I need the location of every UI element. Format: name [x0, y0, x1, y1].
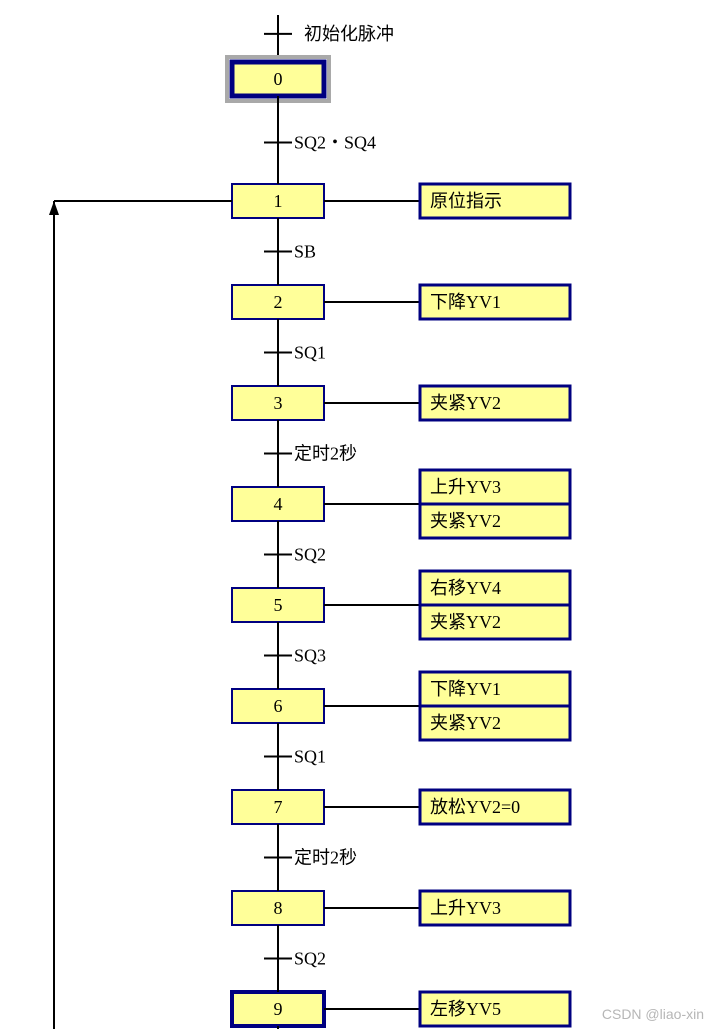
step-label: 8	[274, 898, 283, 918]
action-label: 夹紧YV2	[430, 713, 501, 733]
action-label: 放松YV2=0	[430, 797, 520, 817]
transition-label: SQ2	[294, 949, 326, 969]
transition-label: SQ1	[294, 747, 326, 767]
step-label: 1	[274, 191, 283, 211]
action-label: 下降YV1	[430, 292, 501, 312]
action-label: 右移YV4	[430, 578, 501, 598]
transition-label: SQ2・SQ4	[294, 133, 376, 153]
step-label: 3	[274, 393, 283, 413]
step-label: 4	[274, 494, 283, 514]
init-label: 初始化脉冲	[304, 24, 394, 44]
action-label: 夹紧YV2	[430, 511, 501, 531]
action-label: 原位指示	[430, 191, 502, 211]
action-label: 上升YV3	[430, 477, 501, 497]
transition-label: 定时2秒	[294, 444, 357, 464]
step-label: 6	[274, 696, 283, 716]
transition-label: SQ2	[294, 545, 326, 565]
action-label: 下降YV1	[430, 679, 501, 699]
action-label: 夹紧YV2	[430, 612, 501, 632]
sfc-diagram: 初始化脉冲 0 1 原位指示 2 下降YV1 3 夹紧YV2 4 上升YV3 夹紧YV2 5 右移YV4…	[0, 0, 716, 1029]
action-label: 上升YV3	[430, 898, 501, 918]
step-label: 5	[274, 595, 283, 615]
step-0: 0	[227, 57, 329, 101]
action-label: 左移YV5	[430, 999, 501, 1019]
step-label: 2	[274, 292, 283, 312]
action-label: 夹紧YV2	[430, 393, 501, 413]
transition-label: SQ1	[294, 343, 326, 363]
transition-label: SB	[294, 242, 316, 262]
step-label: 9	[274, 999, 283, 1019]
transition-label: 定时2秒	[294, 848, 357, 868]
step-label: 7	[274, 797, 283, 817]
transition-label: SQ3	[294, 646, 326, 666]
step-label: 0	[274, 69, 283, 89]
watermark: CSDN @liao-xin	[602, 1006, 704, 1022]
